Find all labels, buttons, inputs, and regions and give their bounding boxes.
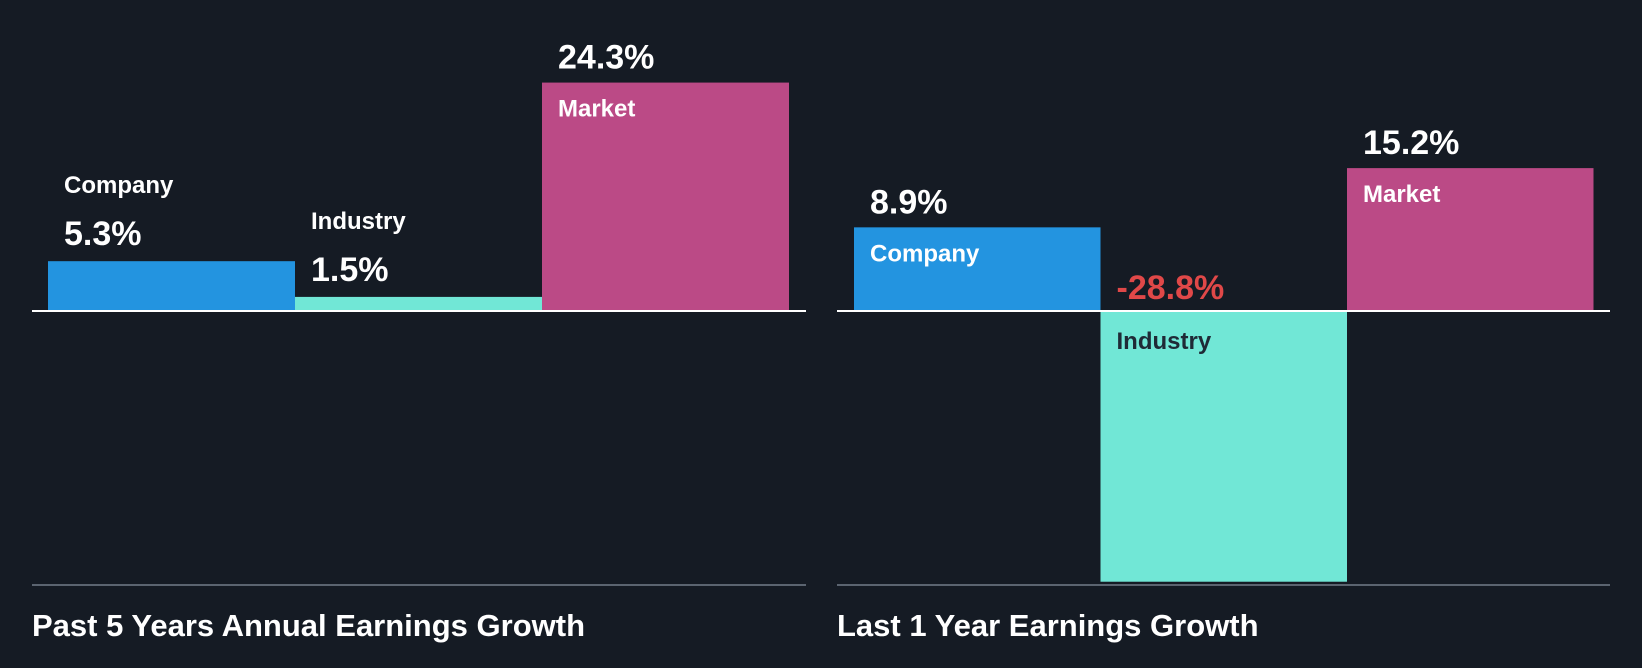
category-label-market: Market <box>558 96 635 123</box>
category-label-company: Company <box>870 240 980 267</box>
category-label-market: Market <box>1363 181 1440 208</box>
bar-market <box>542 82 789 311</box>
value-label-market: 24.3% <box>558 39 654 77</box>
bar-company <box>48 261 295 311</box>
last-1-year-chart: Company 8.9% Industry -28.8% Market 15.2% <box>837 124 1610 586</box>
value-label-company: 8.9% <box>870 183 948 221</box>
category-label-industry: Industry <box>1117 328 1212 355</box>
bar-market <box>1347 168 1594 311</box>
value-label-market: 15.2% <box>1363 124 1459 162</box>
value-label-industry: 1.5% <box>311 251 389 289</box>
value-label-company: 5.3% <box>64 215 142 253</box>
bar-industry <box>1100 311 1347 582</box>
category-label-company: Company <box>64 172 174 199</box>
chart-title-last-1-year: Last 1 Year Earnings Growth <box>837 608 1259 643</box>
chart-title-past-5-years: Past 5 Years Annual Earnings Growth <box>32 608 585 643</box>
value-label-industry: -28.8% <box>1117 269 1225 307</box>
bar-industry <box>295 296 542 311</box>
category-label-industry: Industry <box>311 208 406 235</box>
past-5-years-chart: Company 5.3% Industry 1.5% Market 24.3% <box>32 39 806 586</box>
bar-company <box>854 227 1101 311</box>
